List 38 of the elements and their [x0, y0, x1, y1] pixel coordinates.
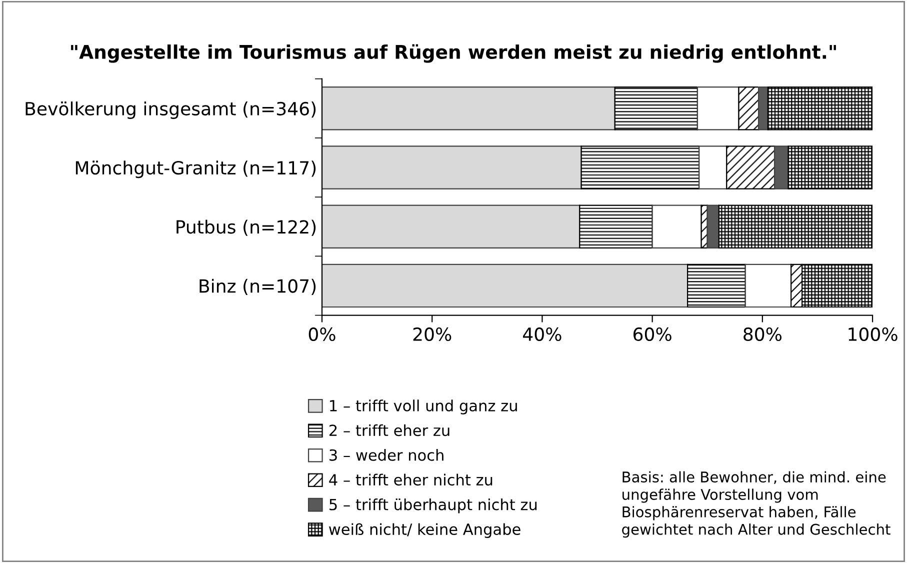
bar — [698, 146, 728, 190]
legend-label: 1 – trifft voll und ganz zu — [330, 400, 517, 414]
y-tick-label: Binz (n=107) — [200, 278, 316, 295]
bar — [580, 146, 700, 190]
y-tick-label: Bevölkerung insgesamt (n=346) — [26, 102, 316, 119]
legend-label: weiß nicht/ keine Angabe — [329, 523, 520, 538]
bar — [696, 86, 740, 130]
bar — [322, 204, 580, 248]
bar — [686, 264, 746, 308]
y-tick-label: Putbus (n=122) — [176, 220, 316, 236]
bar — [322, 86, 616, 130]
bar — [744, 264, 792, 308]
y-tick-label: Mönchgut-Granitz (n=117) — [76, 160, 316, 178]
x-tick-label: 0% — [308, 327, 336, 342]
bar — [579, 204, 653, 248]
bar — [788, 146, 873, 190]
x-tick-label: 40% — [523, 327, 562, 342]
bar — [706, 204, 720, 248]
x-tick-label: 100% — [848, 327, 898, 342]
legend-label: 3 – weder noch — [330, 449, 444, 461]
x-tick-label: 80% — [744, 327, 782, 342]
text: Basis: alle Bewohner, die mind. eine ungefähre Vorstellung vom Biosphärenreservat haben, Fälle gewichtet nach Alter und Geschlecht — [622, 471, 890, 538]
legend-label: 2 – trifft eher zu — [330, 424, 450, 436]
bar — [738, 86, 760, 130]
bar — [718, 204, 873, 248]
chart-title: "Angestellte im Tourismus auf Rügen werden meist zu niedrig entlohnt." — [71, 44, 836, 63]
bar — [758, 86, 768, 130]
bar — [767, 86, 873, 130]
legend-label: 4 – trifft eher nicht zu — [329, 474, 492, 486]
bar — [652, 204, 702, 248]
bar — [774, 146, 789, 190]
bar — [726, 146, 776, 190]
bar — [322, 264, 688, 308]
legend-label: 5 – trifft überhaupt nicht zu — [330, 498, 537, 514]
x-tick-label: 20% — [413, 327, 452, 342]
x-tick-label: 60% — [634, 327, 672, 342]
bar — [614, 86, 698, 130]
bar — [322, 146, 582, 190]
